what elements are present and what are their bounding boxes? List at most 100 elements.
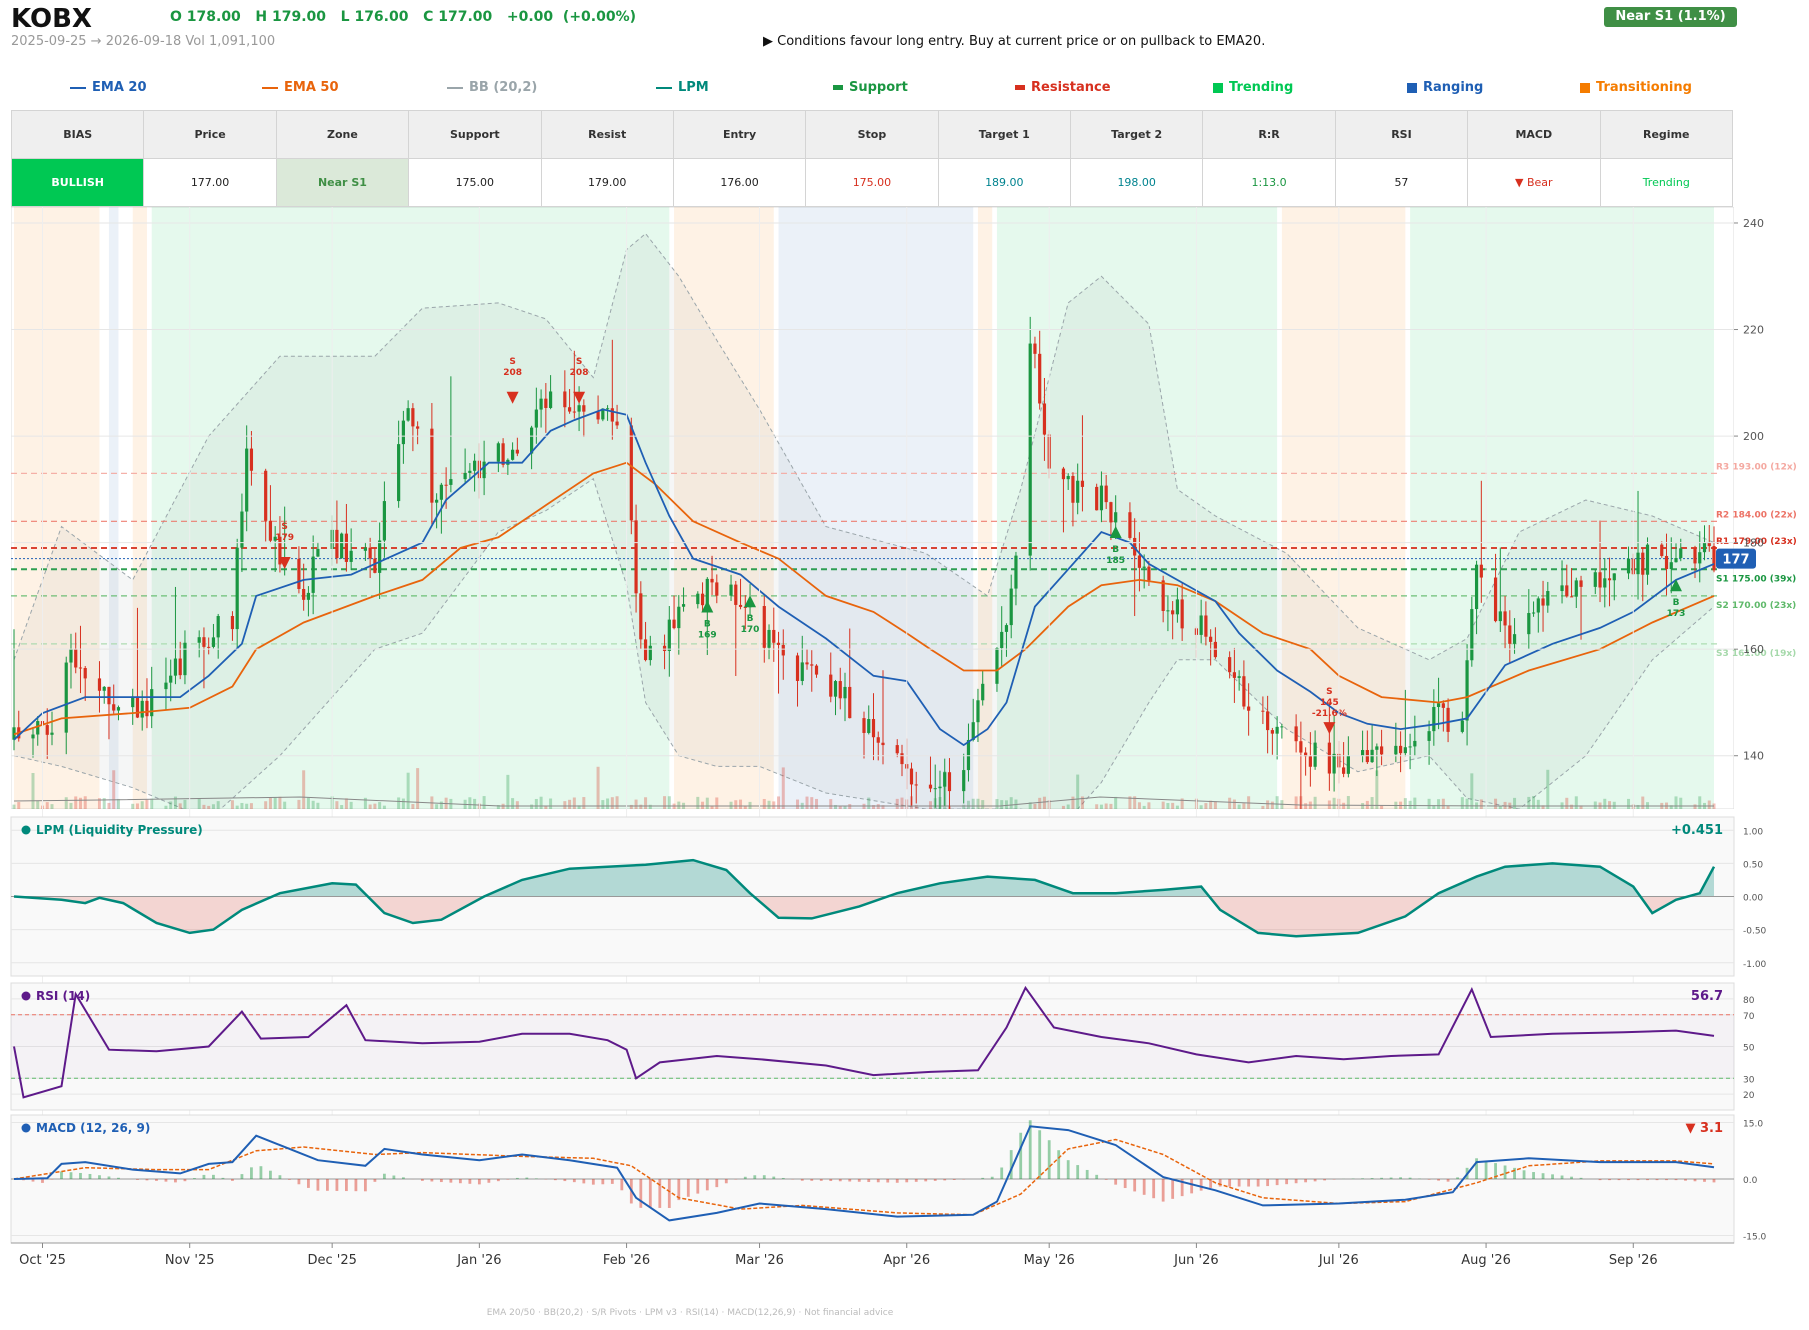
candle-body xyxy=(406,408,410,421)
volume-bar xyxy=(1213,801,1217,809)
price-tick-label: 200 xyxy=(1743,430,1764,443)
candle-body xyxy=(183,642,187,676)
candle-body xyxy=(164,682,168,690)
candle-body xyxy=(240,511,244,548)
candle-body xyxy=(943,772,947,787)
candle-body xyxy=(1166,610,1170,612)
ema-lines xyxy=(13,408,1715,747)
macd-histogram-bar xyxy=(1389,1177,1393,1179)
candle-body xyxy=(1247,706,1251,711)
candle-body xyxy=(862,718,866,733)
candle-body xyxy=(605,408,610,410)
volume-bar xyxy=(1028,802,1032,809)
candle-body xyxy=(496,443,500,462)
candle-body xyxy=(173,658,178,676)
candle-body xyxy=(1436,703,1441,707)
macd-histogram-bar xyxy=(420,1179,424,1181)
volume-bar xyxy=(1071,796,1075,809)
macd-histogram-bar xyxy=(307,1179,310,1188)
legend-label: EMA 20 xyxy=(92,80,147,95)
macd-histogram-bar xyxy=(1190,1179,1194,1194)
cell-rr: 1:13.0 xyxy=(1202,158,1336,207)
macd-histogram-bar xyxy=(326,1179,329,1191)
volume-bar xyxy=(715,797,719,809)
candle-body xyxy=(216,616,220,638)
volume-bar xyxy=(216,801,220,809)
volume-bar xyxy=(74,796,78,809)
macd-histogram-bar xyxy=(1655,1179,1659,1181)
volume-bar xyxy=(1565,797,1569,809)
candle-body xyxy=(1636,552,1640,575)
volume-bar xyxy=(344,798,348,809)
macd-histogram-bar xyxy=(1199,1179,1203,1191)
candle-body xyxy=(643,639,648,661)
volume-bar xyxy=(1266,800,1270,809)
volume-bars xyxy=(12,766,1716,809)
macd-histogram-bar xyxy=(79,1172,82,1179)
candle-body xyxy=(235,547,239,630)
macd-histogram-bar xyxy=(1712,1179,1716,1183)
macd-histogram-bar xyxy=(525,1177,529,1179)
volume-bar xyxy=(207,805,211,809)
volume-bar xyxy=(107,802,111,809)
macd-histogram-bar xyxy=(686,1179,690,1197)
candle-body xyxy=(83,668,87,679)
volume-bar xyxy=(928,801,932,809)
volume-bar xyxy=(302,770,306,809)
macd-histogram-bar xyxy=(1598,1179,1602,1181)
price-tick-label: 240 xyxy=(1743,217,1764,230)
macd-histogram-bar xyxy=(297,1179,301,1185)
macd-histogram-bar xyxy=(31,1179,35,1182)
volume-bar xyxy=(739,799,743,809)
volume-bar xyxy=(1000,800,1004,809)
volume-bar xyxy=(1232,799,1236,809)
macd-histogram-bar xyxy=(591,1179,595,1185)
volume-bar xyxy=(1004,800,1008,809)
macd-histogram-bar xyxy=(1551,1174,1554,1179)
macd-histogram-bar xyxy=(50,1179,54,1180)
candle-body xyxy=(202,637,206,647)
candle-body xyxy=(829,674,833,697)
volume-bar xyxy=(368,804,372,809)
macd-histogram-bar xyxy=(639,1179,643,1208)
candle-body xyxy=(249,448,254,471)
candle-body xyxy=(601,408,605,420)
col-regime: Regime xyxy=(1599,110,1733,159)
macd-histogram-bar xyxy=(1161,1179,1165,1202)
candle-body xyxy=(382,501,386,541)
buy-signal-label: B xyxy=(704,620,711,630)
candle-body xyxy=(1465,660,1469,721)
regime-band-ranging xyxy=(778,207,974,809)
macd-histogram-bar xyxy=(1608,1179,1611,1181)
macd-histogram-bar xyxy=(69,1172,73,1179)
volume-bar xyxy=(468,797,472,809)
candle-body xyxy=(368,547,372,559)
volume-bar xyxy=(1503,801,1507,809)
candle-body xyxy=(473,460,477,471)
legend-ema20: EMA 20 xyxy=(70,80,147,95)
candle-body xyxy=(1603,578,1607,588)
legend-ranging: Ranging xyxy=(1407,80,1483,95)
volume-bar xyxy=(871,805,875,809)
candle-body xyxy=(1707,542,1711,547)
candle-body xyxy=(311,556,315,593)
candle-body xyxy=(534,409,538,428)
macd-histogram-bar xyxy=(601,1179,605,1185)
volume-bar xyxy=(1313,796,1317,809)
volume-bar xyxy=(116,798,120,809)
macd-histogram-bar xyxy=(1541,1173,1545,1179)
macd-histogram-bar xyxy=(515,1177,519,1179)
macd-histogram-bar xyxy=(363,1179,367,1192)
candle-body xyxy=(401,420,405,445)
x-tick-label: Sep '26 xyxy=(1609,1253,1658,1268)
volume-bar xyxy=(914,804,918,809)
candle-body xyxy=(1028,343,1032,556)
candle-body xyxy=(140,700,144,718)
candle-body xyxy=(577,405,581,412)
macd-histogram-bar xyxy=(1674,1179,1678,1181)
candle-body xyxy=(539,398,543,410)
volume-bar xyxy=(83,796,87,809)
volume-bar xyxy=(1237,804,1241,809)
macd-histogram-bar xyxy=(895,1179,899,1183)
rsi-panel: 80 70 50 30 20 RSI (14) 56.7 xyxy=(10,982,1755,1111)
